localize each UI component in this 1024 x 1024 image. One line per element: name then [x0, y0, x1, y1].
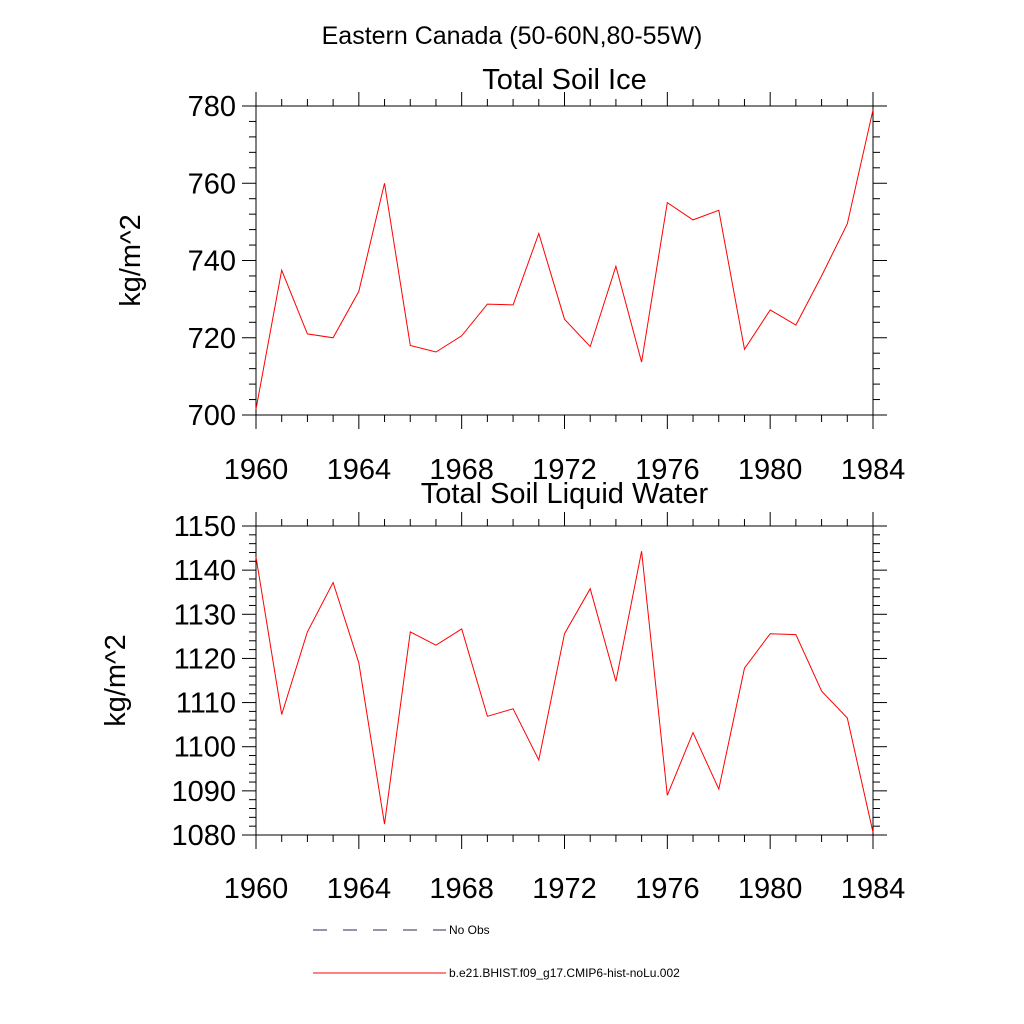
- chart-0-x-tick-label: 1964: [327, 454, 392, 486]
- chart-1-y-axis-label: kg/m^2: [100, 634, 132, 727]
- chart-1-y-tick-label: 1130: [174, 599, 236, 631]
- chart-0-y-tick-label: 720: [188, 323, 236, 355]
- chart-0-y-tick-label: 780: [188, 91, 236, 123]
- chart-0-series-line-0: [255, 109, 874, 410]
- chart-1-x-tick-label: 1972: [532, 873, 597, 905]
- chart-0-x-tick-label: 1960: [224, 454, 289, 486]
- chart-0-y-tick-label: 700: [188, 400, 236, 432]
- chart-1-x-tick-label: 1976: [635, 873, 700, 905]
- chart-0-x-tick-label: 1968: [429, 454, 494, 486]
- legend: No Obs b.e21.BHIST.f09_g17.CMIP6-hist-no…: [313, 923, 680, 980]
- chart-0-x-tick-label: 1976: [635, 454, 700, 486]
- legend-label-model: b.e21.BHIST.f09_g17.CMIP6-hist-noLu.002: [449, 966, 680, 980]
- chart-0-y-tick-label: 740: [188, 246, 236, 278]
- chart-1-series-line-0: [255, 551, 874, 833]
- panel-total-soil-ice: Total Soil Ice kg/m^2 1960 1964 1968 1972 1976…: [115, 64, 905, 486]
- chart-0-x-tick-label: 1984: [841, 454, 906, 486]
- chart-0-plot-frame: [255, 105, 874, 416]
- chart-0-y-axis-label: kg/m^2: [115, 214, 147, 307]
- chart-1-y-tick-label: 1140: [174, 555, 236, 587]
- chart-1-title: Total Soil Liquid Water: [421, 478, 709, 510]
- chart-0-x-tick-label: 1980: [738, 454, 803, 486]
- chart-1-y-tick-label: 1150: [174, 511, 236, 543]
- chart-1-y-tick-label: 1110: [176, 688, 236, 720]
- chart-1-x-tick-label: 1980: [738, 873, 803, 905]
- chart-1-y-tick-label: 1120: [174, 643, 236, 675]
- chart-1-x-tick-label: 1984: [841, 873, 906, 905]
- chart-1-y-tick-label: 1100: [174, 732, 236, 764]
- chart-1-y-tick-label: 1090: [171, 776, 236, 808]
- chart-1-x-tick-label: 1968: [429, 873, 494, 905]
- chart-0-title: Total Soil Ice: [482, 64, 646, 96]
- chart-1-x-tick-label: 1964: [327, 873, 392, 905]
- panel-total-soil-liquid-water: Total Soil Liquid Water kg/m^2 1960 1964 196…: [100, 478, 905, 905]
- figure-title: Eastern Canada (50-60N,80-55W): [322, 22, 703, 50]
- legend-label-no-obs: No Obs: [449, 923, 490, 937]
- chart-1-y-tick-label: 1080: [171, 820, 236, 852]
- chart-0-y-tick-label: 760: [188, 168, 236, 200]
- chart-1-plot-frame: [255, 525, 874, 836]
- chart-1-x-tick-label: 1960: [224, 873, 289, 905]
- chart-0-x-tick-label: 1972: [532, 454, 597, 486]
